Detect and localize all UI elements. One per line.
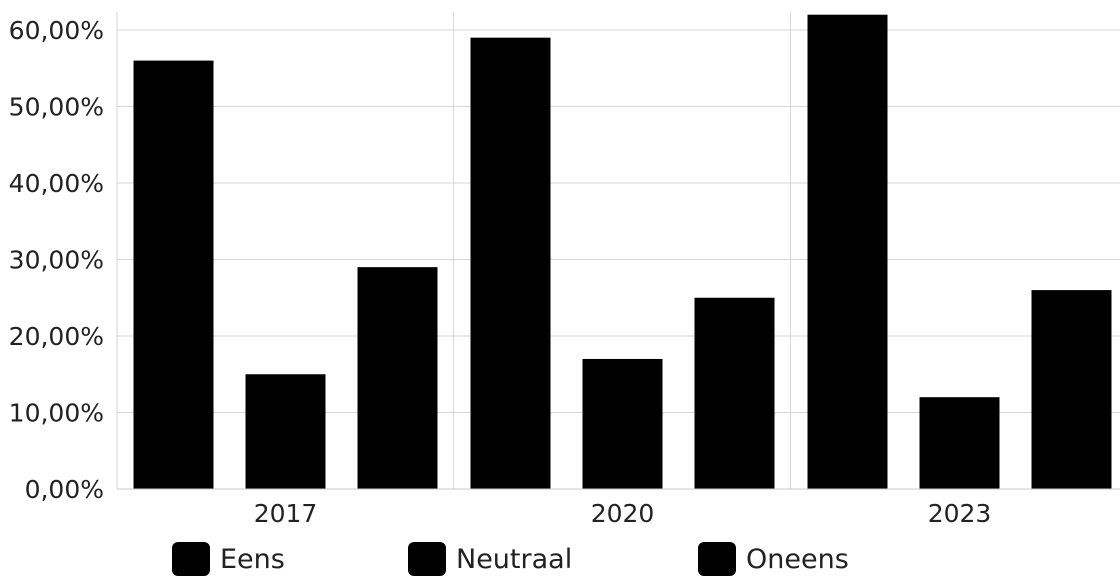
y-axis-ticks: 0,00% 10,00% 20,00% 30,00% 40,00% 50,00% 60,00…: [9, 16, 104, 504]
bar-chart: 0,00% 10,00% 20,00% 30,00% 40,00% 50,00% 60,00…: [9, 12, 1120, 528]
y-tick-label: 50,00%: [9, 93, 104, 122]
bar-neutraal-2017[interactable]: [245, 374, 326, 489]
y-tick-label: 30,00%: [9, 246, 104, 275]
x-axis-categories: 2017 2020 2023: [254, 499, 992, 528]
bar-neutraal-2023[interactable]: [919, 397, 1000, 489]
legend-swatch-eens: [172, 542, 210, 576]
y-tick-label: 10,00%: [9, 399, 104, 428]
y-tick-label: 60,00%: [9, 16, 104, 45]
bar-eens-2023[interactable]: [807, 14, 888, 489]
legend-item-neutraal[interactable]: Neutraal: [408, 542, 572, 576]
legend-item-eens[interactable]: Eens: [172, 542, 285, 576]
x-category-label: 2017: [254, 499, 318, 528]
x-category-label: 2023: [928, 499, 992, 528]
y-tick-label: 20,00%: [9, 322, 104, 351]
legend-item-oneens[interactable]: Oneens: [698, 542, 849, 576]
legend-swatch-oneens: [698, 542, 736, 576]
legend-label-neutraal: Neutraal: [456, 543, 573, 575]
bar-eens-2020[interactable]: [470, 37, 551, 490]
legend: Eens Neutraal Oneens: [0, 540, 1120, 577]
legend-swatch-neutraal: [408, 542, 446, 576]
bar-eens-2017[interactable]: [133, 60, 214, 489]
legend-label-eens: Eens: [220, 543, 285, 575]
bar-oneens-2020[interactable]: [694, 297, 775, 489]
bars: [133, 14, 1112, 490]
y-tick-label: 40,00%: [9, 169, 104, 198]
bar-oneens-2017[interactable]: [357, 267, 438, 489]
bar-oneens-2023[interactable]: [1031, 290, 1112, 489]
legend-label-oneens: Oneens: [746, 543, 849, 575]
bar-neutraal-2020[interactable]: [582, 358, 663, 489]
y-tick-label: 0,00%: [25, 475, 104, 504]
x-category-label: 2020: [591, 499, 655, 528]
